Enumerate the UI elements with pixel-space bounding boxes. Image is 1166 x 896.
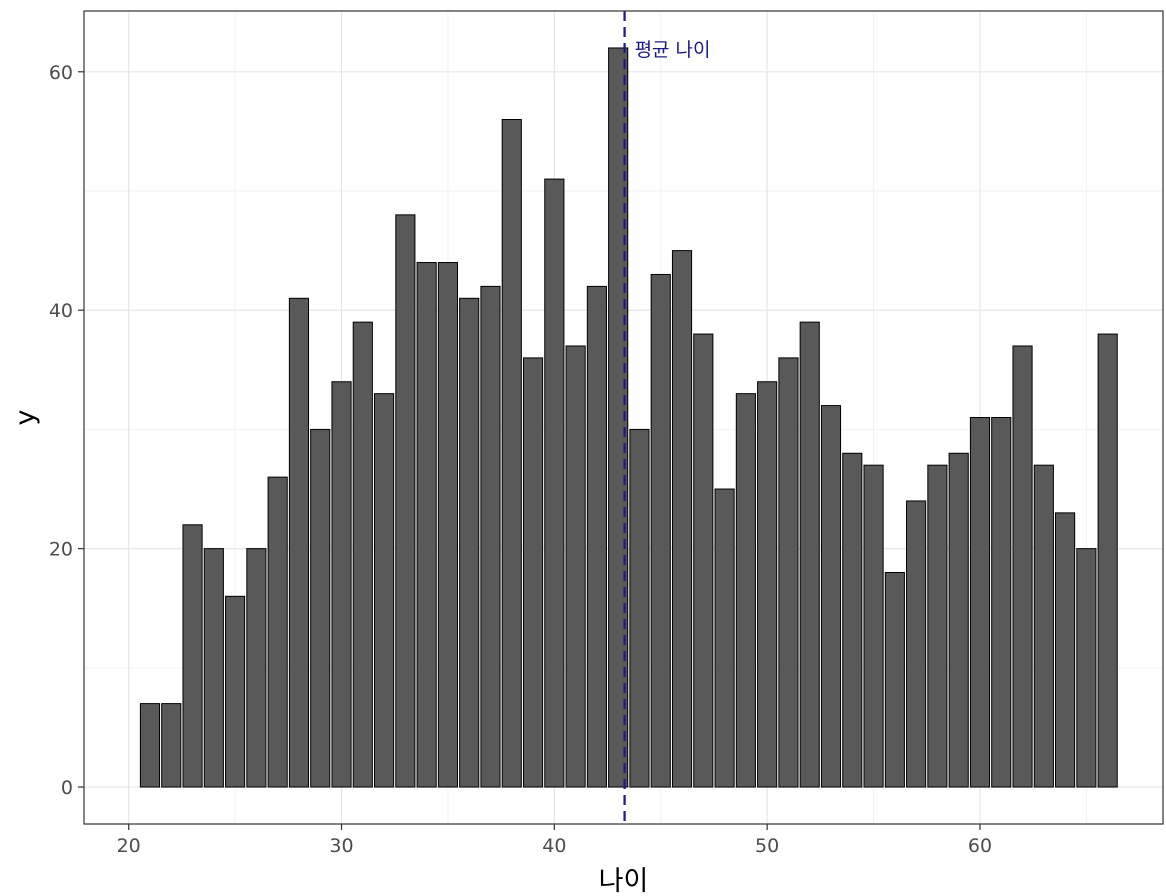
bar — [395, 214, 416, 788]
bar — [1097, 333, 1118, 788]
bar — [1012, 345, 1033, 788]
bar — [331, 381, 352, 788]
x-tick-label: 20 — [117, 835, 141, 857]
bar — [161, 703, 182, 788]
mean-line-group: 평균 나이 — [623, 11, 711, 824]
bar — [544, 178, 565, 788]
bar — [501, 118, 522, 788]
bar — [735, 393, 756, 788]
x-tick-label: 60 — [968, 835, 992, 857]
bar — [693, 333, 714, 788]
bar — [437, 262, 459, 788]
bar — [288, 297, 310, 788]
bar — [225, 595, 246, 788]
bar — [650, 273, 671, 788]
bar — [416, 262, 437, 788]
bar — [1033, 464, 1054, 788]
bar — [182, 524, 203, 788]
mean-age-label: 평균 나이 — [635, 39, 711, 61]
y-tick-label: 20 — [49, 539, 73, 561]
bar — [714, 488, 735, 788]
bar — [969, 417, 991, 788]
bar — [267, 476, 288, 788]
y-tick-label: 60 — [49, 62, 73, 84]
x-axis: 20 30 40 50 60 — [117, 824, 992, 857]
bar — [671, 250, 693, 788]
y-axis: 0 20 40 60 — [49, 62, 84, 799]
bar — [480, 285, 501, 788]
x-tick-label: 30 — [329, 835, 353, 857]
bar — [608, 47, 629, 788]
bar — [884, 571, 905, 788]
bar — [565, 345, 586, 788]
bar — [203, 548, 224, 788]
bar — [310, 428, 331, 788]
bar — [374, 393, 395, 788]
bar — [629, 428, 650, 788]
bar — [139, 703, 161, 788]
bar — [246, 548, 267, 788]
bar — [522, 357, 544, 788]
bar — [586, 285, 607, 788]
bar — [1076, 548, 1097, 788]
bar — [352, 321, 373, 788]
bar — [1055, 512, 1076, 788]
bar — [757, 381, 778, 788]
bar — [799, 321, 820, 788]
y-axis-title: y — [10, 409, 41, 425]
x-tick-label: 50 — [755, 835, 779, 857]
bar — [991, 417, 1012, 788]
x-tick-label: 40 — [542, 835, 566, 857]
y-tick-label: 40 — [49, 300, 73, 322]
x-axis-title: 나이 — [599, 866, 649, 896]
bar — [948, 452, 969, 788]
bars — [139, 47, 1118, 788]
y-tick-label: 0 — [61, 777, 73, 799]
plot-border — [83, 10, 1164, 825]
bar — [778, 357, 799, 788]
bar — [842, 452, 863, 788]
bar — [820, 405, 842, 788]
bar — [863, 464, 884, 788]
bar — [906, 500, 927, 788]
bar — [927, 464, 948, 788]
bar — [459, 297, 480, 788]
